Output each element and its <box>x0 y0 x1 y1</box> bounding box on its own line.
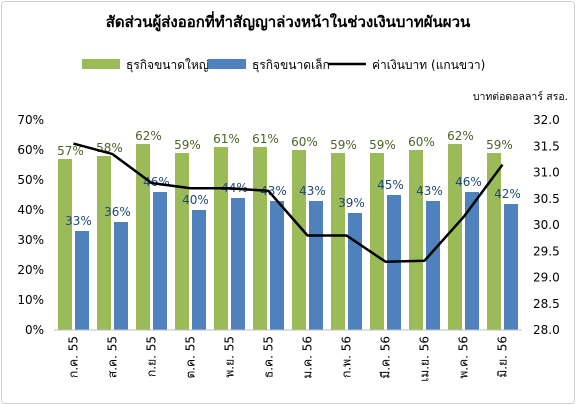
bar-label-large-business: 59% <box>369 138 396 152</box>
bar-large-business <box>331 153 345 330</box>
bar-labels: 57%33%58%36%62%46%59%40%61%44%61%43%60%4… <box>57 129 521 228</box>
bar-label-small-business: 36% <box>104 205 131 219</box>
legend-label-large: ธุรกิจขนาดใหญ่ <box>126 58 209 73</box>
x-axis-category-label: ก.ค. 55 <box>67 336 81 378</box>
bar-large-business <box>214 147 228 330</box>
bar-large-business <box>487 153 501 330</box>
right-axis-tick: 30.0 <box>533 218 560 232</box>
bar-label-large-business: 62% <box>447 129 474 143</box>
bars <box>58 144 518 330</box>
bar-small-business <box>75 231 89 330</box>
left-axis-tick: 60% <box>17 143 44 157</box>
bar-large-business <box>409 150 423 330</box>
x-axis-category-label: พ.ค. 56 <box>457 336 471 379</box>
bar-label-large-business: 59% <box>330 138 357 152</box>
bar-label-large-business: 61% <box>213 132 240 146</box>
right-axis-tick: 31.0 <box>533 166 560 180</box>
legend-label-line: ค่าเงินบาท (แกนขวา) <box>372 58 485 72</box>
category-labels: ก.ค. 55 ส.ค. 55 ก.ย. 55 ต.ค. 55 พ.ย. 55 ธ.ค. … <box>67 336 510 382</box>
legend-swatch-small <box>208 59 246 69</box>
bar-large-business <box>448 144 462 330</box>
left-axis-tick: 40% <box>17 203 44 217</box>
x-axis-category-label: มิ.ย. 56 <box>496 336 510 378</box>
bar-label-small-business: 46% <box>455 175 482 189</box>
x-axis-category-label: ธ.ค. 55 <box>262 336 276 378</box>
bar-label-small-business: 43% <box>260 184 287 198</box>
right-axis-tick: 28.5 <box>533 297 560 311</box>
left-axis-tick: 50% <box>17 173 44 187</box>
bar-label-small-business: 40% <box>182 193 209 207</box>
bar-large-business <box>97 156 111 330</box>
chart-title: สัดส่วนผู้ส่งออกที่ทำสัญญาล่วงหน้าในช่วง… <box>106 11 471 32</box>
bar-label-small-business: 39% <box>338 196 365 210</box>
bar-small-business <box>348 213 362 330</box>
right-axis-unit-label: บาทต่อดอลลาร์ สรอ. <box>473 90 568 103</box>
bar-small-business <box>270 201 284 330</box>
legend-label-small: ธุรกิจขนาดเล็ก <box>252 57 330 73</box>
bar-label-large-business: 59% <box>486 138 513 152</box>
bar-label-large-business: 57% <box>57 144 84 158</box>
bar-small-business <box>231 198 245 330</box>
bar-label-small-business: 43% <box>416 184 443 198</box>
bar-label-large-business: 59% <box>174 138 201 152</box>
legend: ธุรกิจขนาดใหญ่ ธุรกิจขนาดเล็ก ค่าเงินบาท… <box>82 57 485 73</box>
bar-label-small-business: 45% <box>377 178 404 192</box>
right-axis-tick: 29.0 <box>533 271 560 285</box>
right-axis-tick: 29.5 <box>533 244 560 258</box>
x-axis-category-label: ก.พ. 56 <box>340 336 354 378</box>
right-axis: 28.0 28.5 29.0 29.5 30.0 30.5 31.0 31.5 32.0 <box>533 113 560 337</box>
bar-small-business <box>465 192 479 330</box>
bar-large-business <box>175 153 189 330</box>
bar-label-small-business: 43% <box>299 184 326 198</box>
bar-small-business <box>114 222 128 330</box>
bar-small-business <box>426 201 440 330</box>
bar-small-business <box>192 210 206 330</box>
left-axis-tick: 30% <box>17 233 44 247</box>
left-axis: 0% 10% 20% 30% 40% 50% 60% 70% <box>17 113 44 337</box>
right-axis-tick: 28.0 <box>533 323 560 337</box>
bar-label-large-business: 60% <box>408 135 435 149</box>
exchange-rate-line-group <box>73 142 504 263</box>
bar-large-business <box>136 144 150 330</box>
bar-label-small-business: 42% <box>494 187 521 201</box>
legend-swatch-large <box>82 59 120 69</box>
left-axis-tick: 20% <box>17 263 44 277</box>
x-axis-category-label: เม.ย. 56 <box>418 336 432 382</box>
bar-small-business <box>309 201 323 330</box>
left-axis-tick: 10% <box>17 293 44 307</box>
bar-large-business <box>58 159 72 330</box>
x-axis-category-label: ม.ค. 56 <box>301 336 315 379</box>
left-axis-tick: 70% <box>17 113 44 127</box>
bar-large-business <box>292 150 306 330</box>
bar-label-small-business: 46% <box>143 175 170 189</box>
x-axis-category-label: พ.ย. 55 <box>223 336 237 378</box>
right-axis-tick: 30.5 <box>533 192 560 206</box>
left-axis-tick: 0% <box>25 323 44 337</box>
exchange-rate-line <box>73 142 504 263</box>
bar-label-large-business: 60% <box>291 135 318 149</box>
right-axis-tick: 31.5 <box>533 139 560 153</box>
bar-small-business <box>153 192 167 330</box>
x-axis-category-label: ส.ค. 55 <box>106 336 120 378</box>
x-axis-category-label: มี.ค. 56 <box>379 336 393 379</box>
bar-large-business <box>253 147 267 330</box>
bar-label-large-business: 61% <box>252 132 279 146</box>
bar-label-small-business: 33% <box>65 214 92 228</box>
x-axis-category-label: ต.ค. 55 <box>184 336 198 379</box>
bar-label-large-business: 62% <box>135 129 162 143</box>
right-axis-tick: 32.0 <box>533 113 560 127</box>
bar-large-business <box>370 153 384 330</box>
x-axis-category-label: ก.ย. 55 <box>145 336 159 377</box>
bar-small-business <box>504 204 518 330</box>
